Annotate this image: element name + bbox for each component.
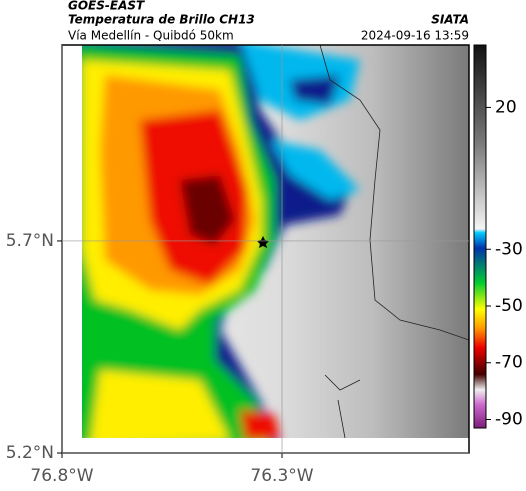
y-tick-label: 5.7°N (6, 231, 54, 251)
caption: Vía Medellín - Quibdó 50km (68, 29, 234, 43)
colorbar-label: -90 (495, 409, 523, 429)
x-tick-label: 76.8°W (30, 466, 93, 486)
satellite-image (82, 45, 469, 438)
colorbar (473, 44, 487, 429)
colorbar-label: -30 (495, 239, 523, 259)
source: SIATA (431, 13, 469, 27)
colorbar-label: -70 (495, 353, 523, 373)
title: GOES-EAST (68, 0, 145, 13)
x-tick-label: 76.3°W (250, 466, 313, 486)
subtitle: Temperatura de Brillo CH13 (68, 13, 255, 27)
y-tick-label: 5.2°N (6, 443, 54, 463)
colorbar-label: -50 (495, 296, 523, 316)
city-marker (257, 236, 269, 248)
colorbar-label: 20 (495, 97, 517, 117)
timestamp: 2024-09-16 13:59 (361, 29, 469, 43)
